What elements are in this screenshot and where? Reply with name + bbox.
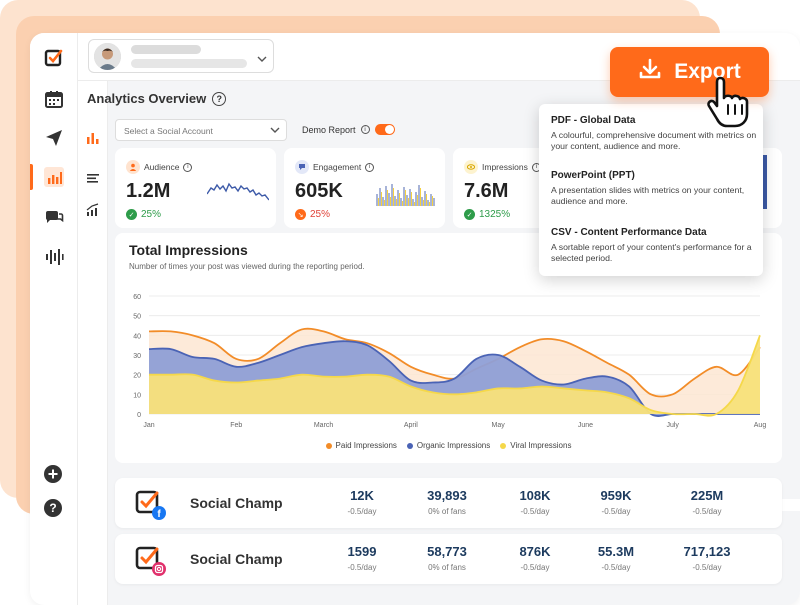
stat: 225M -0.5/day (690, 488, 724, 516)
stat: 39,893 0% of fans (427, 488, 467, 516)
stat: 55.3M -0.5/day (597, 544, 635, 572)
x-tick-label: April (404, 422, 418, 429)
demo-report-control: Demo Report i (302, 124, 395, 135)
viral-impressions-area (149, 335, 760, 416)
x-tick-label: June (578, 422, 593, 429)
legend-item[interactable]: Organic Impressions (406, 441, 490, 450)
y-tick-label: 50 (133, 314, 141, 321)
stat: 876K -0.5/day (519, 544, 551, 572)
viral-impressions-line (149, 335, 761, 417)
social-account-row[interactable]: f Social Champ 12K -0.5/day 39,893 0% of f… (115, 478, 782, 528)
chevron-down-icon (270, 126, 280, 136)
info-icon[interactable]: i (183, 162, 193, 172)
chart-title: Total Impressions (129, 242, 248, 258)
card-change: 1325% (479, 209, 511, 220)
page-title: Analytics Overview ? (87, 91, 227, 106)
social-account-row[interactable]: Social Champ 1599 -0.5/day 58,773 0% of fa… (115, 534, 782, 584)
card-change: 25% (310, 209, 331, 220)
audience-sparkline (207, 182, 269, 201)
account-switcher[interactable] (88, 39, 274, 73)
card-label: Engagement (313, 162, 362, 172)
account-handle-placeholder (131, 59, 247, 68)
export-option-ppt[interactable]: PowerPoint (PPT) A presentation slides w… (551, 170, 745, 207)
card-change: 25% (141, 209, 162, 220)
export-option-pdf[interactable]: PDF - Global Data A colourful, comprehen… (551, 115, 757, 152)
help-icon[interactable]: ? (212, 91, 227, 106)
chat-icon[interactable] (42, 205, 66, 229)
left-rail: ? (30, 33, 78, 605)
stat: 12K -0.5/day (347, 488, 377, 516)
stat: 959K -0.5/day (600, 488, 632, 516)
impressions-icon (464, 160, 478, 174)
account-name: Social Champ (190, 495, 283, 511)
account-name: Social Champ (190, 551, 283, 567)
legend-item[interactable]: Viral Impressions (500, 441, 571, 450)
card-label: Impressions (482, 162, 528, 172)
stat: 58,773 0% of fans (427, 544, 467, 572)
bar-chart-icon[interactable] (85, 130, 101, 146)
y-tick-label: 30 (133, 353, 141, 360)
trend-down-icon: ↘ (295, 209, 306, 220)
listening-icon[interactable] (42, 245, 66, 269)
export-menu: PDF - Global Data A colourful, comprehen… (539, 104, 763, 276)
card-label: Audience (144, 162, 180, 172)
y-tick-label: 40 (133, 333, 141, 340)
x-tick-label: Feb (230, 422, 242, 429)
chevron-down-icon (257, 50, 267, 68)
card-value: 1.2M (126, 180, 171, 202)
chart-subtitle: Number of times your post was viewed dur… (129, 262, 365, 271)
y-tick-label: 60 (133, 294, 141, 301)
hand-cursor-icon (704, 74, 756, 128)
y-tick-label: 0 (137, 412, 141, 419)
engagement-card[interactable]: Engagement i 605K ↘ 25% (284, 148, 445, 228)
x-tick-label: July (666, 422, 679, 429)
card-value: 605K (295, 180, 343, 202)
account-name-placeholder (131, 45, 201, 54)
stat: 1599 -0.5/day (347, 544, 377, 572)
list-icon[interactable] (85, 170, 101, 186)
info-icon[interactable]: i (365, 162, 375, 172)
social-account-select[interactable]: Select a Social Account (115, 119, 287, 141)
area-chart: 0 10 20 30 40 50 60 Jan Feb March April May June July… (133, 294, 767, 429)
growth-chart-icon[interactable] (85, 202, 101, 218)
svg-text:f: f (157, 509, 161, 520)
stat: 108K -0.5/day (519, 488, 551, 516)
help-icon[interactable]: ? (42, 497, 66, 521)
engagement-icon (295, 160, 309, 174)
trend-up-icon: ✓ (464, 209, 475, 220)
instagram-brand-icon (135, 545, 166, 576)
export-button[interactable]: Export (610, 47, 769, 97)
x-tick-label: March (314, 422, 334, 429)
analytics-subnav (78, 81, 108, 605)
send-icon[interactable] (42, 126, 66, 150)
x-tick-label: Aug (754, 422, 767, 429)
chart-legend: Paid Impressions Organic Impressions Vir… (115, 441, 782, 450)
engagement-sparkline (376, 184, 435, 206)
active-indicator (30, 164, 33, 190)
card-value: 7.6M (464, 180, 509, 202)
analytics-icon[interactable] (42, 165, 66, 189)
trend-up-icon: ✓ (126, 209, 137, 220)
y-tick-label: 20 (133, 373, 141, 380)
stat: 717,123 -0.5/day (683, 544, 731, 572)
audience-icon (126, 160, 140, 174)
y-tick-label: 10 (133, 392, 141, 399)
svg-text:?: ? (49, 501, 56, 515)
calendar-icon[interactable] (42, 87, 66, 111)
export-option-csv[interactable]: CSV - Content Performance Data A sortabl… (551, 227, 752, 264)
legend-item[interactable]: Paid Impressions (325, 441, 397, 450)
brand-logo-icon[interactable] (42, 46, 66, 70)
audience-card[interactable]: Audience i 1.2M ✓ 25% (115, 148, 276, 228)
organic-impressions-line (148, 340, 760, 417)
facebook-brand-icon: f (135, 489, 166, 520)
demo-report-toggle[interactable] (374, 124, 395, 135)
x-tick-label: Jan (143, 422, 154, 429)
info-icon[interactable]: i (360, 125, 370, 134)
download-icon (638, 57, 662, 87)
avatar (94, 43, 121, 70)
add-icon[interactable] (42, 463, 66, 487)
card-accent (763, 155, 767, 209)
x-tick-label: May (492, 422, 506, 429)
